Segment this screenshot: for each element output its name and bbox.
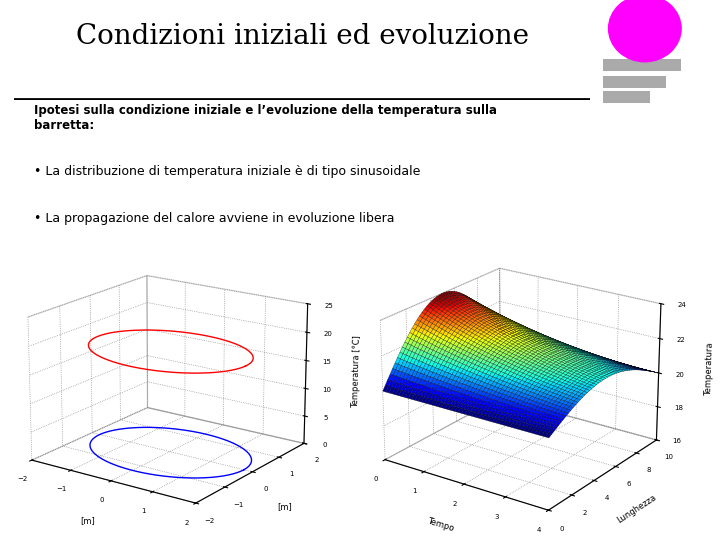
Bar (603, 76, 665, 88)
X-axis label: [m]: [m] (80, 516, 95, 525)
Circle shape (608, 0, 681, 62)
Text: Ipotesi sulla condizione iniziale e l’evoluzione della temperatura sulla
barrett: Ipotesi sulla condizione iniziale e l’ev… (35, 104, 498, 132)
Bar (603, 59, 681, 71)
Y-axis label: [m]: [m] (277, 503, 292, 511)
Text: • La propagazione del calore avviene in evoluzione libera: • La propagazione del calore avviene in … (35, 212, 395, 225)
Y-axis label: Lunghezza: Lunghezza (616, 493, 658, 525)
X-axis label: Tempo: Tempo (426, 516, 455, 533)
Text: Condizioni iniziali ed evoluzione: Condizioni iniziali ed evoluzione (76, 23, 529, 50)
Bar (603, 91, 650, 103)
Text: • La distribuzione di temperatura iniziale è di tipo sinusoidale: • La distribuzione di temperatura inizia… (35, 165, 420, 178)
